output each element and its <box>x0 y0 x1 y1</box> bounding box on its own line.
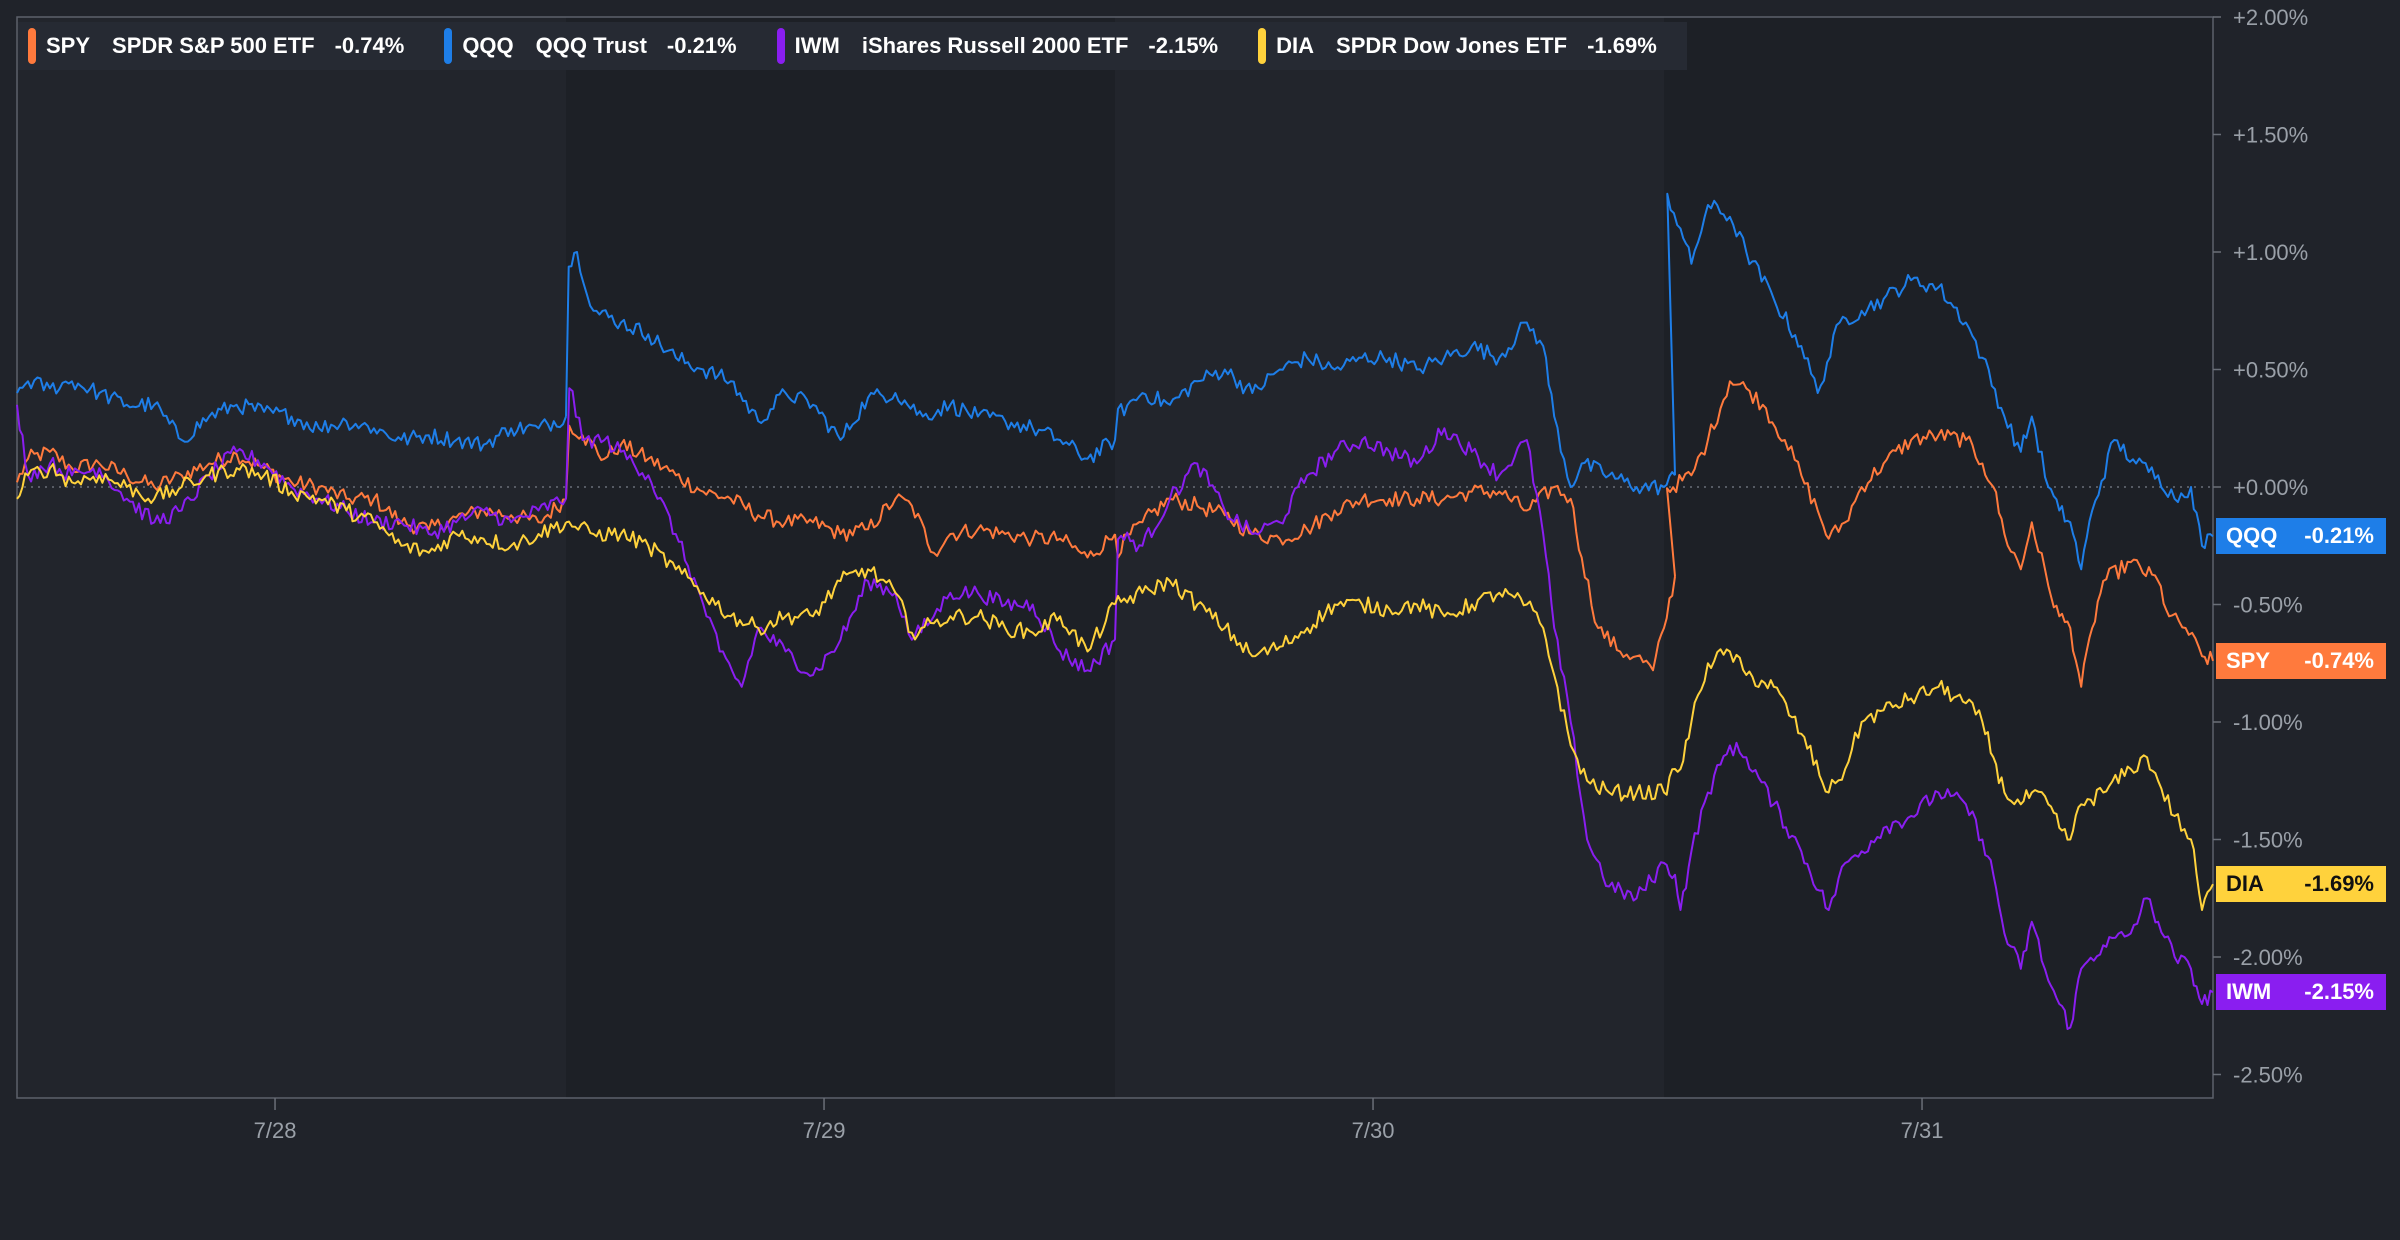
legend-swatch-spy <box>28 28 36 64</box>
legend-swatch-iwm <box>776 28 785 64</box>
legend-item-qqq[interactable]: QQQ QQQ Trust -0.21% <box>434 22 758 70</box>
last-value-change: -0.74% <box>2304 647 2374 673</box>
legend-swatch-qqq <box>444 28 453 64</box>
chart-legend: SPY SPDR S&P 500 ETF -0.74% QQQ QQQ Trus… <box>18 22 1687 70</box>
legend-change: -0.21% <box>666 33 737 58</box>
legend-name: SPDR Dow Jones ETF <box>1336 33 1568 58</box>
x-tick-label: 7/30 <box>1352 1118 1395 1143</box>
y-tick-label: -2.00% <box>2233 945 2303 970</box>
y-tick-label: +1.50% <box>2233 123 2308 148</box>
last-value-change: -1.69% <box>2304 871 2374 897</box>
last-value-label-iwm: IWM -2.15% <box>2216 974 2386 1011</box>
legend-ticker: SPY <box>46 33 91 58</box>
y-tick-label: -1.00% <box>2233 710 2303 735</box>
session-band <box>1115 17 1664 1098</box>
y-tick-label: -0.50% <box>2233 593 2303 618</box>
y-tick-label: +1.00% <box>2233 240 2308 265</box>
y-tick-label: +0.00% <box>2233 475 2308 500</box>
last-value-ticker: IWM <box>2226 979 2272 1005</box>
last-value-ticker: DIA <box>2226 871 2264 897</box>
last-value-label-spy: SPY -0.74% <box>2216 642 2386 679</box>
y-tick-label: +2.00% <box>2233 5 2308 30</box>
plot-frame <box>16 16 2214 1099</box>
session-band <box>566 17 1115 1098</box>
last-value-change: -2.15% <box>2304 979 2374 1005</box>
legend-name: iShares Russell 2000 ETF <box>861 33 1129 58</box>
last-value-label-dia: DIA -1.69% <box>2216 866 2386 903</box>
y-tick-label: -1.50% <box>2233 828 2303 853</box>
legend-name: SPDR S&P 500 ETF <box>112 33 315 58</box>
x-tick-label: 7/28 <box>254 1118 297 1143</box>
legend-item-dia[interactable]: DIA SPDR Dow Jones ETF -1.69% <box>1248 22 1679 70</box>
session-band <box>1664 17 2213 1098</box>
x-tick-label: 7/31 <box>1901 1118 1944 1143</box>
legend-item-iwm[interactable]: IWM iShares Russell 2000 ETF -2.15% <box>767 22 1241 70</box>
last-value-label-qqq: QQQ -0.21% <box>2216 518 2386 555</box>
legend-ticker: QQQ <box>462 33 514 58</box>
x-tick-label: 7/29 <box>803 1118 846 1143</box>
legend-change: -1.69% <box>1587 33 1657 58</box>
y-tick-label: -2.50% <box>2233 1063 2303 1088</box>
series-line-qqq <box>16 192 2214 571</box>
last-value-ticker: SPY <box>2226 647 2271 673</box>
series-line-iwm <box>16 387 2214 1030</box>
legend-ticker: DIA <box>1276 33 1315 58</box>
legend-swatch-dia <box>1258 28 1267 64</box>
legend-item-spy[interactable]: SPY SPDR S&P 500 ETF -0.74% <box>18 22 426 70</box>
legend-change: -2.15% <box>1148 33 1219 58</box>
y-tick-label: +0.50% <box>2233 358 2308 383</box>
series-line-spy <box>16 380 2214 688</box>
last-value-change: -0.21% <box>2304 523 2374 549</box>
session-band <box>17 17 566 1098</box>
legend-change: -0.74% <box>334 33 405 58</box>
last-value-ticker: QQQ <box>2226 523 2278 549</box>
series-line-dia <box>16 463 2214 911</box>
legend-ticker: IWM <box>794 33 840 58</box>
legend-name: QQQ Trust <box>535 33 647 58</box>
